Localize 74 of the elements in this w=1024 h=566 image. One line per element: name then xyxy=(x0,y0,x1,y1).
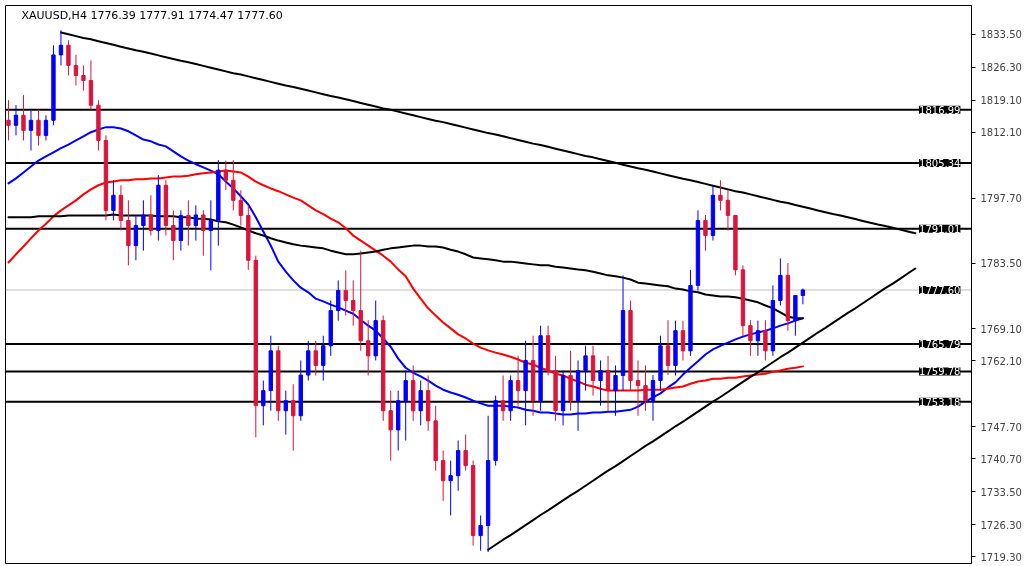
candlestick xyxy=(515,355,521,407)
ref-line-label: 1777.60 xyxy=(919,284,961,296)
candlestick xyxy=(343,269,348,317)
y-tick-label: 1812.10 xyxy=(980,127,1022,139)
candlestick xyxy=(718,179,723,211)
candlestick xyxy=(58,29,64,66)
ref-line-label: 1765.79 xyxy=(919,339,961,350)
candlestick xyxy=(680,320,686,361)
y-tick-label: 1719.30 xyxy=(980,551,1022,563)
candlestick xyxy=(283,390,288,436)
candlestick xyxy=(763,319,768,361)
candlestick xyxy=(440,450,446,502)
candlestick xyxy=(748,319,753,357)
candlestick xyxy=(238,189,243,226)
candlestick xyxy=(43,114,49,141)
candlestick xyxy=(800,288,806,305)
candlestick xyxy=(643,364,648,412)
candlestick xyxy=(13,104,19,136)
candlestick xyxy=(261,380,266,426)
candlestick xyxy=(635,359,641,417)
candlestick xyxy=(418,380,423,426)
candlestick xyxy=(605,355,611,412)
candlestick xyxy=(193,204,199,242)
ref-line-label: 1816.99 xyxy=(919,104,961,116)
ref-line-label: 1805.34 xyxy=(919,158,961,170)
candlestick xyxy=(73,54,79,87)
y-tick-label: 1797.70 xyxy=(980,193,1022,205)
candlestick xyxy=(500,375,506,422)
candlestick xyxy=(583,345,588,392)
candlestick xyxy=(463,434,468,472)
candlestick xyxy=(66,39,71,76)
y-tick-label: 1733.50 xyxy=(980,486,1022,498)
candlestick xyxy=(665,319,671,376)
candlestick xyxy=(111,179,116,221)
y-tick-label: 1826.30 xyxy=(980,62,1022,74)
candlestick xyxy=(81,64,86,92)
chart-title: XAUUSD,H4 1776.39 1777.91 1774.47 1777.60 xyxy=(21,8,283,22)
ref-line-label: 1759.78 xyxy=(919,366,961,378)
candlestick xyxy=(351,279,356,327)
y-tick-label: 1747.70 xyxy=(980,421,1022,433)
y-tick-label: 1740.70 xyxy=(980,453,1022,465)
candlestick xyxy=(313,340,318,377)
candlestick xyxy=(336,279,341,322)
candlestick xyxy=(598,359,603,407)
candlestick xyxy=(28,109,34,151)
y-tick-label: 1762.10 xyxy=(980,355,1022,367)
candlestick xyxy=(133,214,139,261)
y-tick-label: 1833.50 xyxy=(980,29,1022,41)
candlestick xyxy=(755,320,761,357)
candlestick xyxy=(388,390,393,462)
y-tick-label: 1783.50 xyxy=(980,258,1022,269)
ref-line-label: 1753.18 xyxy=(919,396,961,408)
candlestick xyxy=(366,319,371,377)
candlestick xyxy=(703,214,708,252)
candlestick xyxy=(141,199,146,252)
candlestick xyxy=(6,99,11,141)
candlestick xyxy=(171,209,176,261)
candlestick xyxy=(448,460,453,516)
candlestick xyxy=(223,160,229,191)
candlestick xyxy=(478,514,483,552)
candlestick xyxy=(725,189,731,232)
candlestick xyxy=(36,109,41,146)
candlestick xyxy=(231,159,236,211)
ref-line-label: 1791.01 xyxy=(919,223,961,235)
y-tick-label: 1769.10 xyxy=(980,323,1022,335)
y-tick-label: 1726.30 xyxy=(980,519,1022,531)
candlestick xyxy=(321,335,326,382)
candlestick xyxy=(148,194,154,237)
candlestick xyxy=(291,383,296,452)
y-tick-label: 1819.10 xyxy=(980,95,1022,107)
candlestick xyxy=(21,94,26,141)
candlestick xyxy=(186,199,191,247)
candlestick xyxy=(208,199,214,271)
candlestick xyxy=(201,209,206,257)
